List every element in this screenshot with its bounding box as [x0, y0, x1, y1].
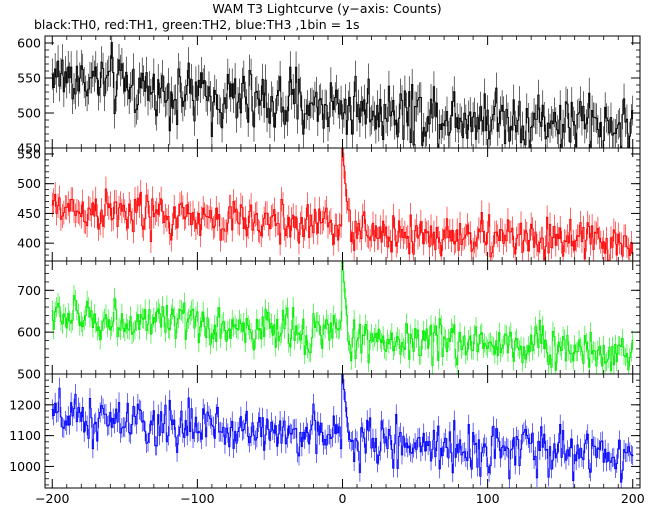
y-tick-label: 400: [17, 236, 41, 251]
y-tick-label: 500: [17, 176, 41, 191]
chart-subtitle: black:TH0, red:TH1, green:TH2, blue:TH3 …: [34, 17, 360, 32]
x-tick-label: −100: [180, 491, 214, 505]
x-tick-label: 100: [476, 491, 500, 505]
series-line-th1: [51, 147, 634, 262]
y-tick-label: 550: [17, 146, 41, 161]
series-errorbars-th3: [51, 374, 634, 488]
y-tick-label: 600: [17, 325, 41, 340]
x-tick-label: 0: [339, 491, 347, 505]
y-tick-label: 450: [17, 141, 41, 156]
panel-frame-th3: [44, 373, 641, 489]
x-tick-label: −200: [35, 491, 69, 505]
series-line-th3: [51, 373, 634, 483]
y-tick-label: 1200: [9, 397, 41, 412]
y-tick-label: 500: [17, 106, 41, 121]
series-line-th2: [51, 260, 634, 372]
y-tick-label: 1000: [9, 459, 41, 474]
y-tick-label: 600: [17, 36, 41, 51]
y-tick-label: 1100: [9, 428, 41, 443]
y-tick-label: 550: [17, 71, 41, 86]
y-tick-label: 700: [17, 283, 41, 298]
series-errorbars-th2: [51, 261, 634, 374]
y-tick-label: 500: [17, 367, 41, 382]
y-tick-label: 450: [17, 206, 41, 221]
chart-title: WAM T3 Lightcurve (y−axis: Counts): [212, 1, 442, 16]
series-errorbars-th1: [51, 148, 634, 261]
series-errorbars-th0: [51, 36, 634, 148]
x-tick-label: 200: [621, 491, 645, 505]
